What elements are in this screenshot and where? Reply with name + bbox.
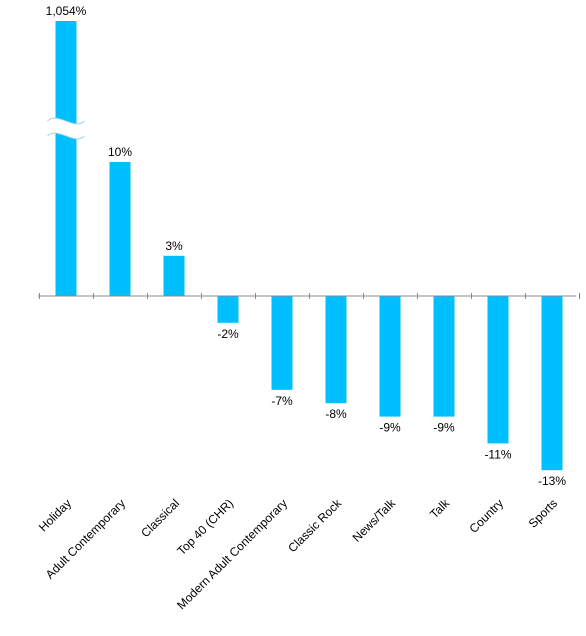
category-label-modern-adult-contemporary: Modern Adult Contemporary (174, 496, 290, 612)
data-label-top-40-chr: -2% (217, 327, 239, 341)
category-label-talk: Talk (427, 496, 453, 522)
x-ticks-group (39, 293, 580, 299)
data-label-holiday: 1,054% (46, 4, 87, 18)
bar-country (487, 296, 509, 444)
data-label-talk: -9% (433, 421, 455, 435)
bar-classic-rock (325, 296, 347, 404)
data-label-sports: -13% (538, 474, 566, 488)
bars-group (47, 21, 563, 471)
data-label-classic-rock: -8% (325, 407, 347, 421)
bar-sports (541, 296, 563, 471)
category-label-country: Country (467, 496, 507, 536)
data-label-adult-contemporary: 10% (108, 145, 132, 159)
axis-break-line-bottom (47, 132, 85, 140)
bar-classical (163, 255, 185, 296)
data-label-news-talk: -9% (379, 421, 401, 435)
data-label-modern-adult-contemporary: -7% (271, 394, 293, 408)
bar-talk (433, 296, 455, 417)
data-labels-group: 1,054% 10% 3% -2% -7% -8% -9% -9% -11% -13% (46, 4, 567, 488)
data-label-country: -11% (484, 447, 511, 461)
category-label-news-talk: News/Talk (350, 496, 399, 545)
bar-modern-adult-contemporary (271, 296, 293, 390)
bar-adult-contemporary (109, 162, 131, 296)
bar-holiday (55, 21, 77, 296)
category-label-classic-rock: Classic Rock (285, 496, 345, 556)
category-label-classical: Classical (138, 496, 182, 540)
category-label-holiday: Holiday (36, 496, 74, 534)
data-label-classical: 3% (165, 239, 183, 253)
axis-break-mark (47, 118, 85, 139)
category-label-sports: Sports (526, 496, 560, 530)
axis-break-line-top (47, 117, 85, 125)
bar-news-talk (379, 296, 401, 417)
bar-top-40-chr (217, 296, 239, 323)
